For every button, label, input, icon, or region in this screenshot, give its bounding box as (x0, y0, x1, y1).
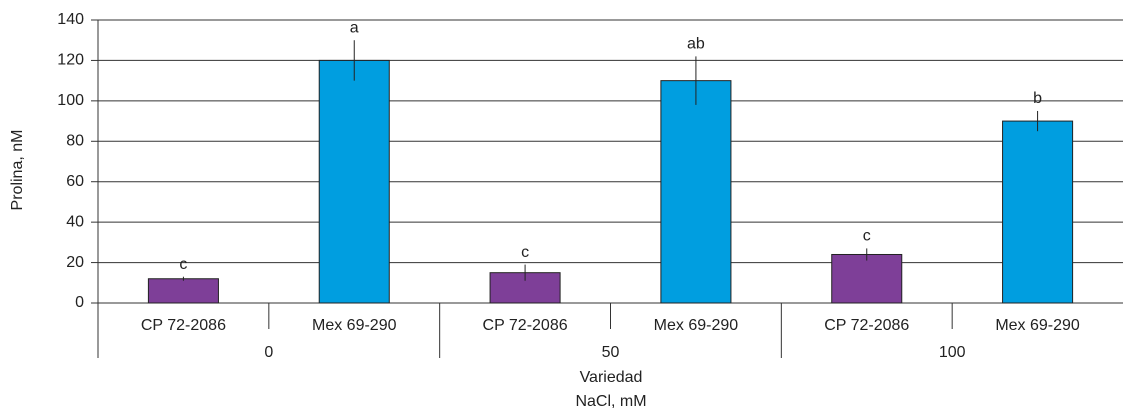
x-tick-label: CP 72-2086 (141, 317, 226, 334)
y-axis-label: Prolina, nM (9, 130, 26, 211)
y-tick-label: 80 (66, 133, 84, 150)
significance-letter: ab (687, 36, 705, 53)
bar (831, 253, 903, 304)
y-tick-label: 60 (66, 173, 84, 190)
bar (1002, 120, 1074, 304)
y-tick-label: 100 (57, 92, 84, 109)
significance-letter: c (179, 256, 187, 273)
x-tick-label: Mex 69-290 (995, 317, 1080, 334)
y-tick-label: 40 (66, 213, 84, 230)
x-tick-label: Mex 69-290 (654, 317, 739, 334)
group-label: 0 (264, 344, 273, 361)
x-tick-label: Mex 69-290 (312, 317, 397, 334)
significance-letter: c (863, 228, 871, 245)
y-tick-label: 0 (75, 294, 84, 311)
group-label: 100 (939, 344, 966, 361)
group-label: 50 (602, 344, 620, 361)
y-tick-label: 20 (66, 254, 84, 271)
significance-letter: c (521, 244, 529, 261)
significance-letter: b (1033, 90, 1042, 107)
bar (318, 59, 390, 304)
bar (147, 278, 219, 304)
x-tick-label: CP 72-2086 (483, 317, 568, 334)
x-tick-label: CP 72-2086 (824, 317, 909, 334)
y-tick-label: 140 (57, 11, 84, 28)
y-tick-label: 120 (57, 52, 84, 69)
significance-letter: a (350, 19, 359, 36)
x-axis-label: Variedad (580, 369, 643, 386)
bar (660, 80, 732, 304)
group-axis-label: NaCl, mM (575, 393, 646, 410)
